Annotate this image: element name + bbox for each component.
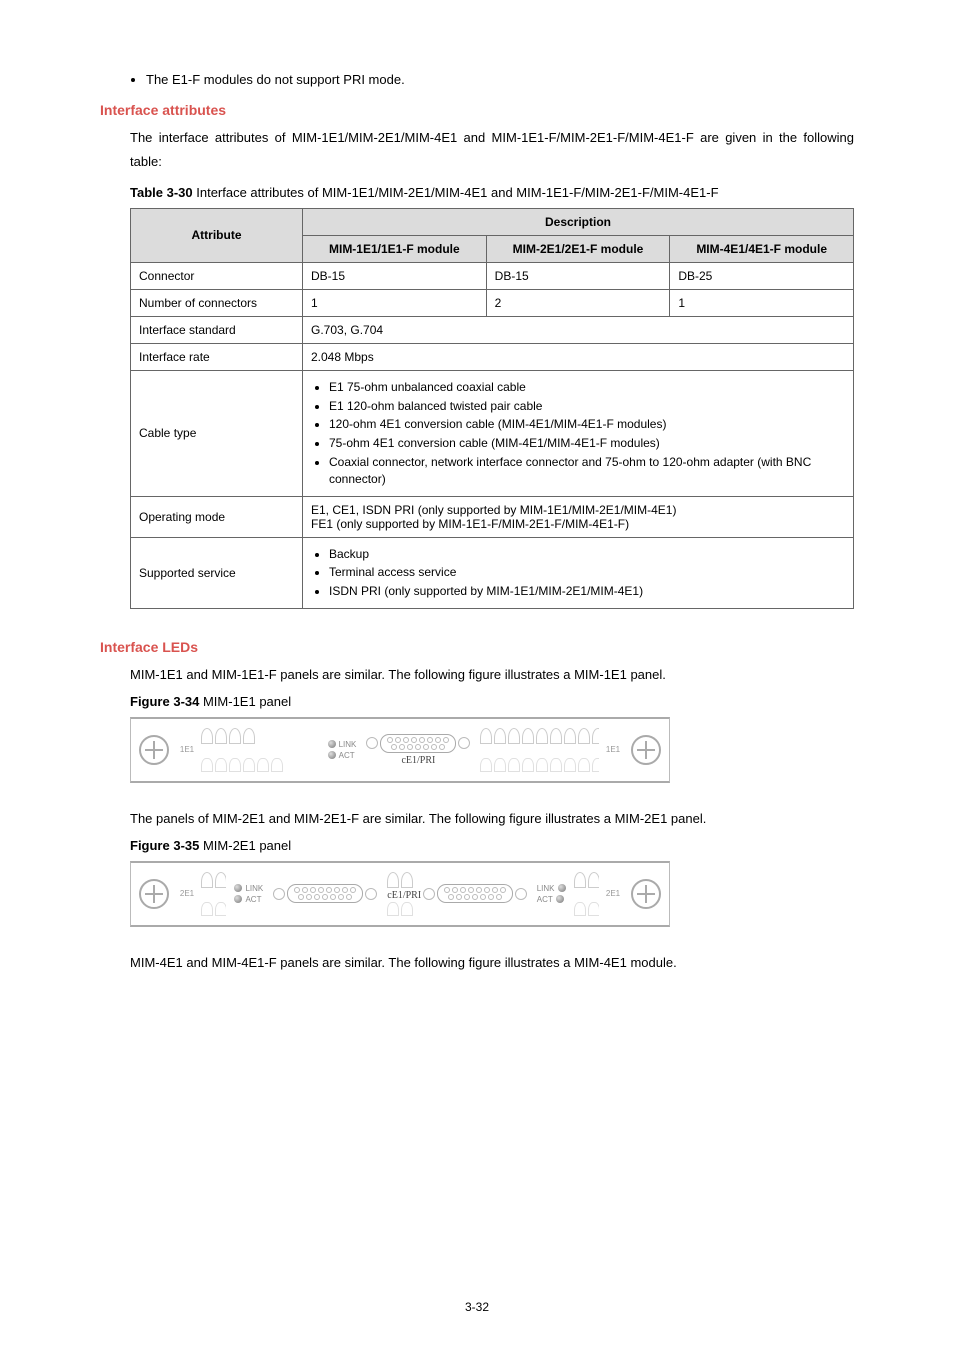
- cable-item: 120-ohm 4E1 conversion cable (MIM-4E1/MI…: [329, 416, 845, 433]
- table-row: Cable type E1 75-ohm unbalanced coaxial …: [131, 370, 854, 496]
- mim-2e1-panel: 2E1LINK ACT cE1/PRI LINK ACT2E1: [130, 861, 670, 927]
- cable-item: E1 75-ohm unbalanced coaxial cable: [329, 379, 845, 396]
- opmode-line2: FE1 (only supported by MIM-1E1-F/MIM-2E1…: [311, 517, 845, 531]
- leds-intro-1: MIM-1E1 and MIM-1E1-F panels are similar…: [130, 665, 854, 686]
- bullet-no-pri: The E1-F modules do not support PRI mode…: [146, 70, 854, 90]
- page-number: 3-32: [0, 1300, 954, 1314]
- cell-rate-label: Interface rate: [131, 343, 303, 370]
- cell-opmode-label: Operating mode: [131, 496, 303, 537]
- cell-connector-v2: DB-15: [486, 262, 670, 289]
- th-col1: MIM-1E1/1E1-F module: [303, 235, 487, 262]
- cable-item: E1 120-ohm balanced twisted pair cable: [329, 398, 845, 415]
- cell-opmode-val: E1, CE1, ISDN PRI (only supported by MIM…: [303, 496, 854, 537]
- opmode-line1: E1, CE1, ISDN PRI (only supported by MIM…: [311, 503, 845, 517]
- table-caption: Table 3-30 Interface attributes of MIM-1…: [130, 185, 854, 200]
- cell-standard-label: Interface standard: [131, 316, 303, 343]
- cable-item: Coaxial connector, network interface con…: [329, 454, 845, 488]
- fig34-text: MIM-1E1 panel: [199, 694, 291, 709]
- attr-intro-text: The interface attributes of MIM-1E1/MIM-…: [130, 126, 854, 175]
- intro-bullet-list: The E1-F modules do not support PRI mode…: [100, 70, 854, 90]
- cell-standard-val: G.703, G.704: [303, 316, 854, 343]
- service-item: Terminal access service: [329, 564, 845, 581]
- fig35-text: MIM-2E1 panel: [199, 838, 291, 853]
- cell-connector-label: Connector: [131, 262, 303, 289]
- th-attribute: Attribute: [131, 208, 303, 262]
- cell-connector-v3: DB-25: [670, 262, 854, 289]
- mim-1e1-panel: 1E1LINK ACT cE1/PRI 1E1: [130, 717, 670, 783]
- cell-cable-val: E1 75-ohm unbalanced coaxial cable E1 12…: [303, 370, 854, 496]
- cell-numcon-v2: 2: [486, 289, 670, 316]
- table-row: Interface rate 2.048 Mbps: [131, 343, 854, 370]
- table-caption-num: Table 3-30: [130, 185, 193, 200]
- th-col2: MIM-2E1/2E1-F module: [486, 235, 670, 262]
- fig35-num: Figure 3-35: [130, 838, 199, 853]
- service-item: ISDN PRI (only supported by MIM-1E1/MIM-…: [329, 583, 845, 600]
- figure-34-caption: Figure 3-34 MIM-1E1 panel: [130, 694, 854, 709]
- table-row: Operating mode E1, CE1, ISDN PRI (only s…: [131, 496, 854, 537]
- service-item: Backup: [329, 546, 845, 563]
- cell-service-val: Backup Terminal access service ISDN PRI …: [303, 537, 854, 608]
- cell-service-label: Supported service: [131, 537, 303, 608]
- cell-cable-label: Cable type: [131, 370, 303, 496]
- table-row: Connector DB-15 DB-15 DB-25: [131, 262, 854, 289]
- attributes-table: Attribute Description MIM-1E1/1E1-F modu…: [130, 208, 854, 609]
- figure-35-caption: Figure 3-35 MIM-2E1 panel: [130, 838, 854, 853]
- table-caption-text: Interface attributes of MIM-1E1/MIM-2E1/…: [193, 185, 719, 200]
- table-row: Number of connectors 1 2 1: [131, 289, 854, 316]
- leds-intro-2: The panels of MIM-2E1 and MIM-2E1-F are …: [130, 809, 854, 830]
- cell-numcon-v1: 1: [303, 289, 487, 316]
- fig34-num: Figure 3-34: [130, 694, 199, 709]
- leds-intro-3: MIM-4E1 and MIM-4E1-F panels are similar…: [130, 953, 854, 974]
- cell-numcon-label: Number of connectors: [131, 289, 303, 316]
- heading-interface-attributes: Interface attributes: [100, 102, 854, 118]
- cell-connector-v1: DB-15: [303, 262, 487, 289]
- table-row: Supported service Backup Terminal access…: [131, 537, 854, 608]
- cell-rate-val: 2.048 Mbps: [303, 343, 854, 370]
- heading-interface-leds: Interface LEDs: [100, 639, 854, 655]
- table-row: Interface standard G.703, G.704: [131, 316, 854, 343]
- cable-item: 75-ohm 4E1 conversion cable (MIM-4E1/MIM…: [329, 435, 845, 452]
- cell-numcon-v3: 1: [670, 289, 854, 316]
- th-col3: MIM-4E1/4E1-F module: [670, 235, 854, 262]
- th-description: Description: [303, 208, 854, 235]
